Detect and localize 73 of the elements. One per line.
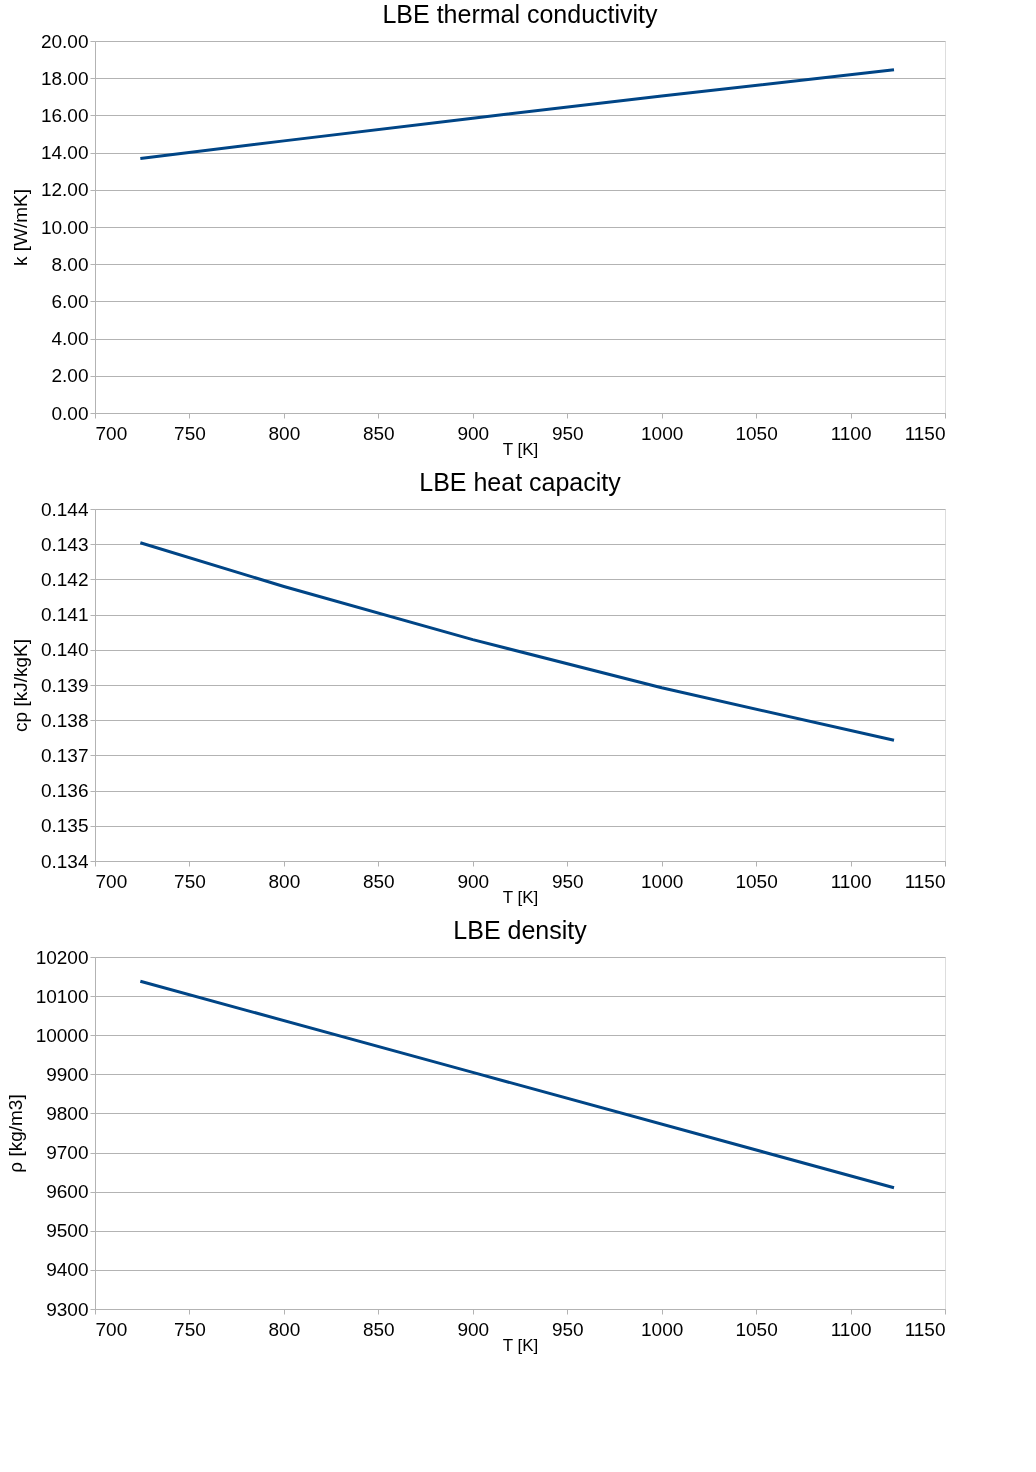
- x-tick-label: 800: [268, 870, 301, 892]
- y-tick-label: 9600: [46, 1181, 89, 1203]
- x-tick-label: 850: [362, 1318, 395, 1340]
- x-tick-label: 1150: [904, 1318, 946, 1340]
- x-tick-label: 1150: [904, 870, 946, 892]
- x-tick-label: 850: [362, 870, 395, 892]
- y-tick-label: 9700: [46, 1142, 89, 1164]
- x-tick-label: 750: [174, 870, 206, 892]
- x-tick-label: 1100: [830, 870, 872, 892]
- y-tick-label: 0.00: [51, 402, 89, 424]
- y-axis-title: k [W/mK]: [9, 188, 31, 267]
- y-tick-label: 0.134: [40, 850, 89, 872]
- y-tick-label: 9400: [46, 1259, 89, 1281]
- y-tick-label: 0.135: [40, 815, 89, 837]
- y-tick-label: 6.00: [51, 290, 89, 312]
- y-tick-label: 9300: [46, 1298, 89, 1320]
- x-tick-label: 700: [95, 870, 128, 892]
- y-tick-label: 10200: [35, 946, 89, 968]
- x-tick-label: 1050: [735, 422, 778, 444]
- y-tick-label: 9900: [46, 1063, 89, 1085]
- x-tick-label: 750: [174, 1318, 206, 1340]
- y-tick-label: 0.143: [40, 533, 89, 555]
- y-tick-label: 9500: [46, 1220, 89, 1242]
- y-tick-label: 18.00: [40, 67, 89, 89]
- y-tick-label: 0.136: [40, 780, 89, 802]
- line-series: [138, 68, 896, 161]
- x-tick-label: 700: [95, 1318, 128, 1340]
- x-axis-title: T [K]: [502, 439, 539, 459]
- y-tick-label: 16.00: [40, 104, 89, 126]
- x-axis-title: T [K]: [502, 1335, 539, 1355]
- y-tick-label: 0.144: [40, 498, 89, 520]
- y-tick-label: 10.00: [40, 216, 89, 238]
- x-tick-label: 1100: [830, 1318, 872, 1340]
- x-tick-label: 1050: [735, 1318, 778, 1340]
- chart-title: LBE density: [453, 916, 588, 944]
- x-tick-label: 1000: [641, 870, 684, 892]
- x-tick-label: 800: [268, 422, 301, 444]
- x-tick-label: 900: [457, 1318, 490, 1340]
- y-tick-label: 10000: [35, 1024, 89, 1046]
- x-tick-label: 1000: [641, 422, 684, 444]
- x-tick-label: 850: [362, 422, 395, 444]
- x-tick-label: 950: [551, 422, 584, 444]
- y-tick-label: 9800: [46, 1102, 89, 1124]
- chart-title: LBE heat capacity: [419, 468, 622, 496]
- y-tick-label: 0.139: [40, 674, 89, 696]
- y-tick-label: 0.140: [40, 639, 89, 661]
- line-series: [138, 541, 896, 742]
- x-axis-title: T [K]: [502, 887, 539, 907]
- x-tick-label: 1050: [735, 870, 778, 892]
- x-tick-label: 1150: [904, 422, 946, 444]
- y-tick-label: 10100: [35, 985, 89, 1007]
- y-tick-label: 0.142: [40, 568, 89, 590]
- y-tick-label: 12.00: [40, 179, 89, 201]
- x-tick-label: 1100: [830, 422, 872, 444]
- y-tick-label: 2.00: [51, 365, 89, 387]
- y-tick-label: 20.00: [40, 30, 89, 52]
- x-tick-label: 950: [551, 870, 584, 892]
- y-tick-label: 4.00: [51, 328, 89, 350]
- x-tick-label: 750: [174, 422, 206, 444]
- x-tick-label: 900: [457, 422, 490, 444]
- x-tick-label: 950: [551, 1318, 584, 1340]
- y-tick-label: 0.137: [40, 744, 89, 766]
- x-tick-label: 700: [95, 422, 128, 444]
- x-tick-label: 800: [268, 1318, 301, 1340]
- y-tick-label: 8.00: [51, 253, 89, 275]
- x-tick-label: 1000: [641, 1318, 684, 1340]
- y-tick-label: 0.138: [40, 709, 89, 731]
- y-tick-label: 14.00: [40, 142, 89, 164]
- y-tick-label: 0.141: [40, 604, 89, 626]
- chart-title: LBE thermal conductivity: [382, 0, 659, 28]
- y-axis-title: cp [kJ/kgK]: [9, 639, 31, 732]
- x-tick-label: 900: [457, 870, 490, 892]
- y-axis-title: ρ [kg/m3]: [4, 1094, 26, 1173]
